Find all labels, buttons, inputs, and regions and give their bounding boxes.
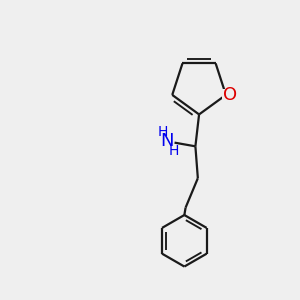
FancyBboxPatch shape	[222, 89, 238, 101]
Text: O: O	[223, 86, 237, 104]
Text: H: H	[169, 144, 179, 158]
Text: H: H	[158, 125, 168, 139]
Text: N: N	[160, 132, 174, 150]
